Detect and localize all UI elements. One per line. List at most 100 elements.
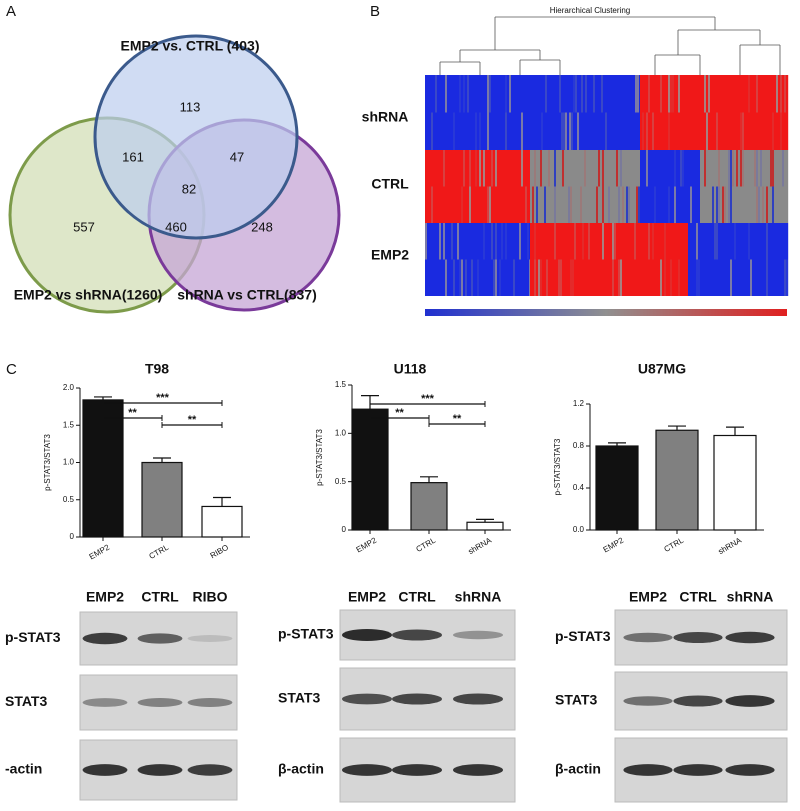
heatmap-cell: [618, 223, 621, 260]
heatmap-cell: [451, 259, 454, 296]
heatmap-cell: [680, 75, 683, 113]
heatmap-cell: [616, 259, 619, 296]
heatmap-cell: [580, 150, 583, 187]
blot-band: [137, 633, 183, 644]
heatmap-cell: [553, 112, 556, 150]
heatmap-cell: [744, 150, 747, 187]
heatmap-cell: [664, 112, 667, 150]
heatmap-cell: [607, 112, 610, 150]
heatmap-cell: [674, 112, 677, 150]
heatmap-cell: [670, 150, 673, 187]
heatmap-cell: [622, 259, 625, 296]
heatmap-cell: [425, 75, 428, 113]
heatmap-cell: [427, 150, 430, 187]
heatmap-cell: [682, 186, 685, 223]
heatmap-cell: [593, 75, 596, 113]
heatmap-cell: [493, 186, 496, 223]
y-axis-label: p-STAT3/STAT3: [553, 438, 562, 495]
heatmap-cell: [760, 112, 763, 150]
heatmap-cell: [776, 112, 779, 150]
heatmap-cell: [451, 223, 454, 260]
heatmap-cell: [644, 150, 647, 187]
heatmap-cell: [708, 223, 711, 260]
heatmap-cell: [517, 186, 520, 223]
heatmap-cell: [778, 186, 781, 223]
heatmap-cell: [437, 112, 440, 150]
heatmap-cell: [774, 186, 777, 223]
heatmap-cell: [764, 75, 767, 113]
heatmap-cell: [692, 186, 695, 223]
heatmap-cell: [680, 223, 683, 260]
heatmap-cell: [700, 75, 703, 113]
y-tick-label: 1.5: [63, 420, 75, 429]
heatmap-cell: [684, 223, 687, 260]
heatmap-cell: [623, 112, 626, 150]
heatmap-cell: [738, 150, 741, 187]
heatmap-cell: [487, 112, 490, 150]
y-tick-label: 1.0: [335, 428, 347, 437]
heatmap-cell: [716, 186, 719, 223]
heatmap-cell: [654, 259, 657, 296]
heatmap-cell: [557, 112, 560, 150]
heatmap-cell: [463, 259, 466, 296]
heatmap-cell: [627, 75, 630, 113]
heatmap-cell: [485, 223, 488, 260]
heatmap-cell: [708, 186, 711, 223]
heatmap-cell: [598, 186, 601, 223]
heatmap-cell: [688, 112, 691, 150]
heatmap-cell: [427, 112, 430, 150]
heatmap-cell: [485, 186, 488, 223]
heatmap-cell: [447, 223, 450, 260]
heatmap-cell: [511, 150, 514, 187]
heatmap-cell: [628, 259, 631, 296]
heatmap-cell: [706, 112, 709, 150]
heatmap-cell: [523, 112, 526, 150]
heatmap-cell: [656, 223, 659, 260]
heatmap-cell: [752, 150, 755, 187]
heatmap-cell: [670, 186, 673, 223]
heatmap-cell: [646, 223, 649, 260]
heatmap-cell: [640, 223, 643, 260]
heatmap-cell: [473, 259, 476, 296]
lane-label: EMP2: [348, 589, 386, 605]
heatmap-cell: [525, 259, 528, 296]
heatmap-cell: [774, 150, 777, 187]
heatmap-cell: [541, 112, 544, 150]
blot-band: [342, 764, 392, 776]
heatmap-cell: [535, 112, 538, 150]
heatmap-cell: [584, 186, 587, 223]
heatmap-cell: [457, 75, 460, 113]
heatmap-cell: [682, 112, 685, 150]
heatmap-cell: [656, 150, 659, 187]
heatmap-cell: [692, 75, 695, 113]
heatmap-cell: [642, 259, 645, 296]
heatmap-cell: [766, 259, 769, 296]
heatmap-cell: [758, 223, 761, 260]
venn-count: 82: [182, 181, 196, 196]
heatmap-cell: [778, 150, 781, 187]
heatmap-cell: [435, 112, 438, 150]
heatmap-cell: [532, 259, 535, 296]
heatmap-cell: [602, 186, 605, 223]
heatmap-cell: [425, 186, 428, 223]
heatmap-cell: [479, 150, 482, 187]
heatmap-cell: [690, 186, 693, 223]
heatmap-cell: [475, 75, 478, 113]
heatmap-cell: [748, 186, 751, 223]
heatmap-cell: [489, 112, 492, 150]
heatmap-cell: [487, 75, 490, 113]
heatmap-cell: [710, 75, 713, 113]
blot-band: [342, 693, 392, 705]
heatmap-cell: [599, 75, 602, 113]
heatmap-cell: [465, 223, 468, 260]
heatmap-cell: [600, 223, 603, 260]
heatmap-cell: [591, 112, 594, 150]
heatmap-cell: [493, 223, 496, 260]
heatmap-cell: [545, 75, 548, 113]
heatmap-cell: [750, 223, 753, 260]
heatmap-cell: [736, 223, 739, 260]
heatmap-cell: [706, 223, 709, 260]
heatmap-cell: [718, 259, 721, 296]
heatmap-cell: [744, 259, 747, 296]
heatmap-cell: [578, 223, 581, 260]
